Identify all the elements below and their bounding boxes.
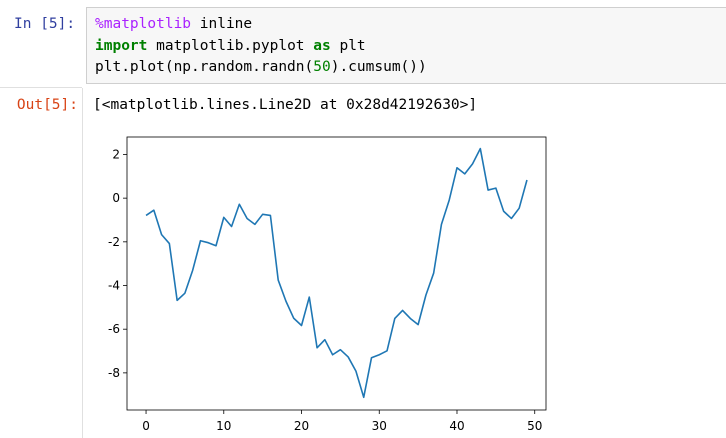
input-prompt: In [5]: — [14, 16, 76, 32]
cell-divider — [0, 87, 82, 88]
code-token: %matplotlib — [95, 16, 192, 32]
x-tick-label: 40 — [449, 419, 464, 433]
code-token: ).cumsum()) — [330, 59, 427, 75]
y-tick-label: -2 — [108, 235, 120, 249]
code-token: 50 — [313, 59, 331, 75]
y-tick-label: 2 — [112, 147, 120, 161]
code-cell[interactable]: %matplotlib inline import matplotlib.pyp… — [86, 7, 726, 84]
code-token: as — [313, 38, 331, 54]
code-token: matplotlib.pyplot — [147, 38, 314, 54]
code-line: plt.plot(np.random.randn(50).cumsum()) — [95, 57, 427, 78]
y-tick-label: -6 — [108, 322, 120, 336]
code-token: plt — [330, 38, 366, 54]
y-tick-label: -8 — [108, 366, 120, 380]
code-line: %matplotlib inline — [95, 14, 252, 35]
axes-frame — [126, 136, 547, 411]
code-line: import matplotlib.pyplot as plt — [95, 36, 366, 57]
output-text: [<matplotlib.lines.Line2D at 0x28d421926… — [93, 97, 478, 113]
y-tick-label: 0 — [112, 191, 120, 205]
x-tick-label: 20 — [294, 419, 309, 433]
x-tick-label: 0 — [142, 419, 150, 433]
x-tick-label: 10 — [216, 419, 231, 433]
output-prompt: Out[5]: — [16, 97, 78, 113]
y-tick-label: -4 — [108, 279, 120, 293]
code-token: inline — [191, 16, 253, 32]
code-token: plt.plot(np.random.randn( — [95, 59, 314, 75]
code-token: import — [95, 38, 148, 54]
data-line — [145, 147, 528, 399]
output-border — [82, 88, 83, 438]
x-tick-label: 50 — [527, 419, 542, 433]
x-tick-label: 30 — [372, 419, 387, 433]
